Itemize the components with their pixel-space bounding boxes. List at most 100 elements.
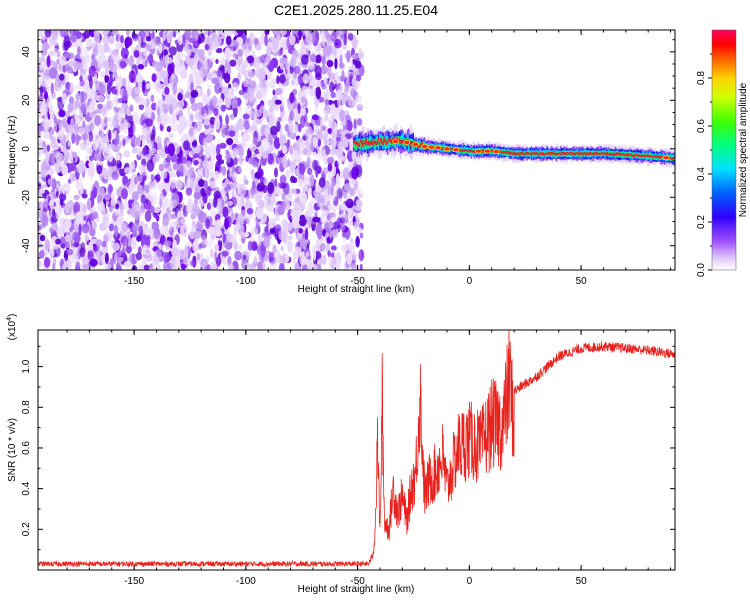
noise-blob: [228, 130, 236, 137]
noise-blob: [264, 194, 270, 201]
noise-blob: [144, 184, 150, 194]
ridge-cell: [371, 139, 373, 144]
ridge-cell: [576, 152, 579, 155]
noise-blob: [77, 46, 81, 56]
noise-blob: [175, 216, 180, 228]
ridge-cell: [570, 151, 572, 154]
ridge-cell: [606, 151, 609, 155]
noise-blob: [47, 178, 53, 186]
noise-blob: [112, 242, 120, 251]
ridge-cell: [619, 152, 621, 156]
ridge-cell: [375, 138, 378, 144]
spectrogram-x-ticks: -150 -100 -50 0 50: [66, 30, 672, 287]
noise-blob: [229, 59, 237, 67]
ridge-cell: [407, 138, 410, 152]
noise-blob: [65, 240, 71, 248]
noise-blob: [189, 230, 196, 240]
noise-blob: [176, 180, 185, 189]
noise-blob: [40, 107, 48, 115]
noise-blob: [151, 102, 157, 111]
ridge-cell: [535, 151, 537, 155]
noise-blob: [125, 85, 133, 91]
ridge-cell: [603, 153, 606, 156]
noise-blob: [72, 231, 79, 237]
noise-blob: [171, 199, 178, 209]
noise-blob: [167, 143, 175, 157]
ridge-cell: [600, 152, 602, 155]
noise-blob: [329, 72, 336, 80]
noise-blob: [324, 105, 328, 111]
noise-blob: [305, 121, 310, 128]
noise-blob: [290, 211, 298, 218]
noise-blob: [123, 260, 132, 269]
noise-blob: [38, 202, 41, 210]
noise-blob: [339, 217, 346, 224]
noise-blob: [257, 261, 263, 270]
ridge-cell: [604, 152, 607, 155]
noise-blob: [55, 211, 62, 221]
noise-blob: [344, 183, 351, 192]
noise-blob: [117, 111, 121, 121]
noise-blob: [97, 103, 104, 109]
noise-blob: [86, 198, 92, 211]
noise-blob: [64, 218, 72, 229]
noise-blob: [290, 79, 295, 86]
ridge-cell: [502, 151, 505, 154]
noise-blob: [316, 131, 324, 140]
noise-blob: [84, 234, 90, 243]
noise-blob: [354, 204, 362, 212]
noise-blob: [108, 185, 114, 192]
noise-blob: [238, 243, 242, 251]
noise-blob: [172, 31, 177, 38]
noise-blob: [357, 192, 364, 199]
noise-blob: [172, 82, 178, 95]
noise-blob: [150, 192, 158, 206]
noise-blob: [222, 257, 227, 265]
noise-blob: [143, 154, 152, 160]
noise-blob: [204, 43, 210, 51]
noise-blob: [39, 63, 44, 71]
noise-blob: [74, 194, 79, 202]
noise-blob: [200, 187, 206, 197]
noise-blob: [352, 251, 357, 261]
noise-blob: [240, 193, 245, 207]
noise-blob: [320, 117, 325, 126]
noise-blob: [150, 174, 155, 180]
noise-blob: [224, 47, 232, 60]
noise-blob: [359, 263, 363, 270]
noise-blob: [179, 225, 185, 237]
noise-blob: [329, 137, 337, 149]
noise-blob: [221, 182, 227, 189]
noise-blob: [332, 165, 337, 177]
ridge-cell: [543, 153, 545, 156]
noise-blob: [50, 82, 55, 95]
noise-blob: [336, 187, 343, 199]
ridge-cell: [355, 140, 357, 146]
ridge-cell: [672, 156, 675, 159]
noise-blob: [242, 254, 247, 261]
noise-blob: [147, 106, 152, 119]
noise-blob: [332, 190, 337, 198]
noise-blob: [329, 195, 336, 202]
noise-blob: [118, 141, 122, 149]
ridge-cell: [551, 151, 553, 155]
noise-blob: [327, 156, 334, 165]
noise-blob: [117, 256, 124, 263]
noise-blob: [109, 74, 113, 87]
noise-blob: [112, 65, 118, 78]
noise-blob: [234, 250, 243, 261]
ridge-cell: [388, 139, 391, 148]
noise-blob: [326, 60, 334, 68]
ridge-cell: [626, 153, 629, 156]
noise-blob: [157, 243, 163, 250]
noise-blob: [138, 163, 144, 176]
noise-blob: [163, 190, 168, 197]
noise-blob: [203, 165, 210, 179]
noise-blob: [141, 79, 146, 87]
noise-blob: [147, 53, 154, 64]
noise-blob: [306, 156, 310, 170]
noise-blob: [358, 47, 363, 60]
noise-blob: [269, 106, 274, 113]
noise-blob: [136, 174, 143, 183]
noise-blob: [330, 105, 337, 118]
